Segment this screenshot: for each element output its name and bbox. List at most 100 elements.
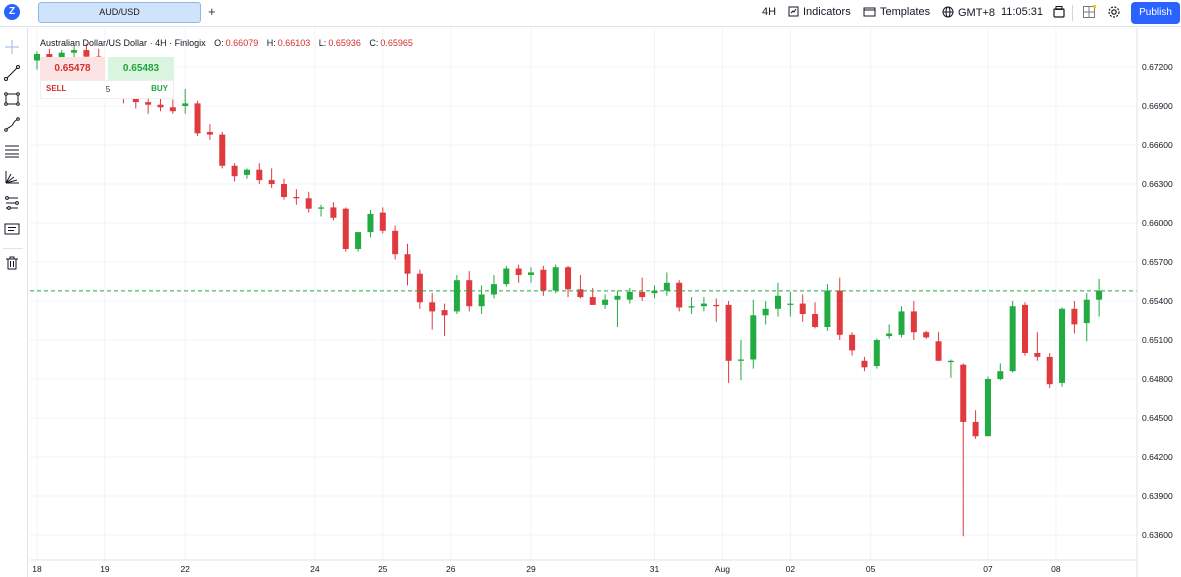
layout-icon[interactable] [1052, 5, 1066, 22]
candle-body [861, 360, 868, 368]
candle-body [676, 282, 683, 308]
toolbar-divider [1072, 5, 1073, 21]
text-note-icon[interactable] [3, 220, 21, 238]
quantity-input[interactable] [71, 82, 145, 97]
candle-body [1083, 299, 1090, 324]
price-axis[interactable]: 0.67200 0.66900 0.66600 0.66300 0.66000 0.657… [1136, 28, 1181, 577]
candle-body [552, 267, 559, 291]
candle [639, 277, 646, 301]
candle [713, 298, 720, 322]
candle [515, 264, 522, 283]
candle-body [231, 165, 238, 177]
candle [898, 306, 905, 338]
candle [700, 297, 707, 312]
timezone-button[interactable]: GMT+8 [942, 6, 995, 21]
interval-button[interactable]: 4H [762, 6, 777, 18]
time-axis[interactable]: 18 19 22 24 25 26 29 31 Aug 02 05 07 08 [30, 559, 1137, 574]
candle [737, 340, 744, 381]
time-tick-label: 08 [1051, 564, 1061, 574]
candle-body [1034, 353, 1041, 357]
brush-icon[interactable] [3, 116, 21, 134]
pattern-icon[interactable] [3, 168, 21, 186]
price-tick-label: 0.67200 [1142, 62, 1173, 72]
candle-body [194, 103, 201, 134]
candle [206, 124, 213, 140]
left-drawing-toolbar [0, 28, 28, 577]
candle-body [145, 102, 152, 105]
add-tab-button[interactable]: + [208, 4, 216, 19]
candle [725, 301, 732, 383]
candle-body [441, 310, 448, 316]
indicators-button[interactable]: Indicators [788, 6, 851, 20]
candle [182, 89, 189, 114]
sell-price-button[interactable]: 0.65478 [40, 57, 105, 80]
rectangle-icon[interactable] [3, 90, 21, 108]
buy-button[interactable]: BUY [151, 84, 168, 93]
time-tick-label: 18 [32, 564, 42, 574]
candle [651, 285, 658, 299]
candle-body [1096, 290, 1103, 300]
candle-body [935, 341, 942, 361]
templates-button[interactable]: Templates [863, 6, 930, 20]
candle [453, 275, 460, 314]
candle [490, 275, 497, 299]
candle [960, 363, 967, 537]
candle-body [947, 360, 954, 363]
candle-body [83, 50, 90, 57]
time-tick-label: 19 [100, 564, 110, 574]
price-tick-label: 0.65100 [1142, 335, 1173, 345]
toolbar-divider [3, 248, 23, 249]
candle-body [379, 212, 386, 231]
trend-line-icon[interactable] [3, 64, 21, 82]
candle-body [243, 169, 250, 175]
legend-separator: · [149, 38, 153, 48]
candle [688, 297, 695, 314]
candle [824, 284, 831, 331]
top-toolbar: Z AUD/USD + 4H Indicators Templates GMT+… [0, 0, 1181, 27]
candle [626, 288, 633, 304]
price-axis-background [1137, 28, 1181, 577]
candle [404, 243, 411, 286]
candle [342, 207, 349, 252]
candle [318, 204, 325, 217]
symbol-tab[interactable]: AUD/USD [38, 2, 201, 23]
price-tick-label: 0.66000 [1142, 218, 1173, 228]
forecast-icon[interactable] [3, 194, 21, 212]
buy-price-button[interactable]: 0.65483 [108, 57, 174, 80]
open-value: 0.66079 [225, 38, 259, 48]
high-value: 0.66103 [277, 38, 311, 48]
candle [330, 202, 337, 221]
candle [886, 324, 893, 339]
trash-icon[interactable] [3, 254, 21, 272]
candle [441, 303, 448, 337]
publish-button[interactable]: Publish [1131, 2, 1180, 24]
candle-body [775, 295, 781, 309]
candle [379, 207, 386, 234]
candle [972, 410, 979, 439]
candle [873, 338, 880, 369]
candle-body [404, 254, 411, 274]
sell-button[interactable]: SELL [46, 84, 67, 93]
chart-legend: Australian Dollar/US Dollar · 4H · Finlo… [40, 38, 413, 48]
price-tick-label: 0.63600 [1142, 530, 1173, 540]
candle-body [651, 290, 658, 294]
candle-body [762, 308, 769, 316]
time-tick-label: 29 [526, 564, 536, 574]
candle-body [1059, 308, 1066, 383]
candle-body [1071, 308, 1078, 325]
time-tick-label: 24 [310, 564, 320, 574]
open-label: O: [214, 38, 224, 48]
candle-body [342, 208, 349, 249]
fib-icon[interactable] [3, 142, 21, 160]
candle [1096, 278, 1103, 317]
candle [602, 294, 609, 309]
price-tick-label: 0.64800 [1142, 374, 1173, 384]
high-label: H: [266, 38, 276, 48]
candle-body [824, 290, 831, 327]
candle-body [490, 284, 497, 295]
settings-gear-icon[interactable] [1107, 5, 1121, 22]
candle-body [713, 304, 720, 307]
candle [169, 99, 176, 114]
crosshair-icon[interactable] [3, 38, 21, 56]
